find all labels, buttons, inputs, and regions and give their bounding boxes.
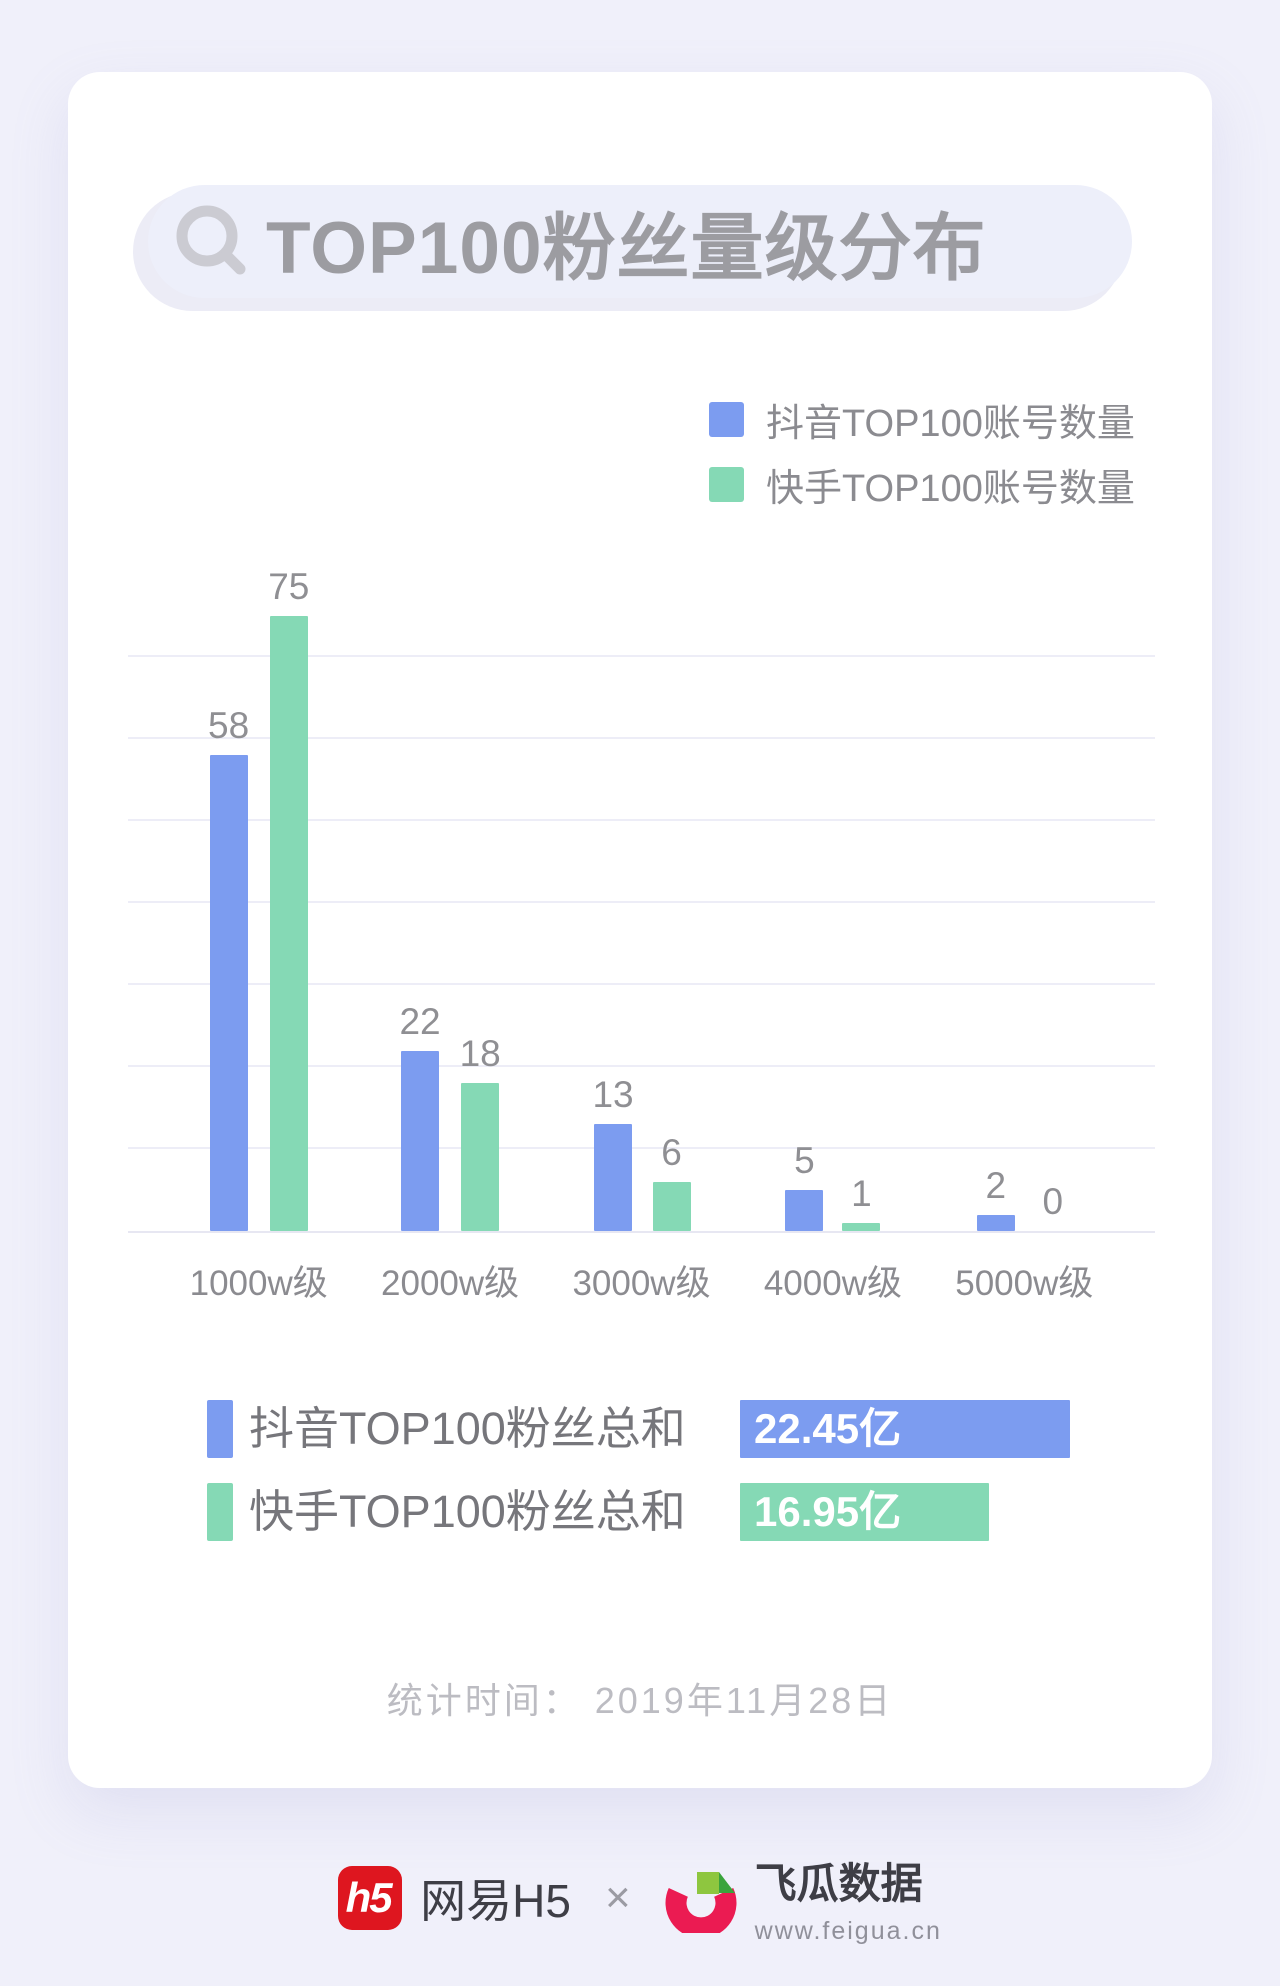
gridline [128, 901, 1155, 903]
bar-value-label: 75 [268, 566, 310, 608]
douyin-total-bar: 22.45亿 [740, 1400, 1070, 1458]
legend-label: 抖音TOP100账号数量 [766, 403, 1135, 445]
feigua-name: 飞瓜数据 [754, 1860, 923, 1907]
netease-h5-name: 网易H5 [420, 1875, 571, 1927]
bar-value-label: 58 [208, 705, 250, 747]
bar [652, 1182, 691, 1231]
category-label: 1000w级 [189, 1264, 328, 1303]
gridline [128, 1147, 1155, 1149]
page-title: TOP100粉丝量级分布 [266, 207, 987, 289]
netease-h5-logo: h5 [338, 1866, 403, 1930]
kuaishou-total-row: 快手TOP100粉丝总和 16.95亿 [68, 1483, 1212, 1541]
bar-value-label: 5 [794, 1140, 815, 1182]
bar [461, 1083, 500, 1231]
category-label: 4000w级 [763, 1264, 902, 1303]
douyin-legend-swatch [709, 402, 744, 437]
search-icon [176, 205, 246, 274]
feigua-logo-icon [665, 1872, 737, 1933]
kuaishou-tick [207, 1483, 233, 1541]
gridline [128, 819, 1155, 821]
feigua-brand-text: 飞瓜数据 www.feigua.cn [755, 1850, 942, 1946]
bar-group: 58 75 [163, 552, 354, 1231]
gridline [128, 1065, 1155, 1067]
gridline [128, 983, 1155, 985]
bar-value-label: 6 [661, 1132, 682, 1174]
bar-value-label: 22 [399, 1001, 441, 1043]
legend-item-douyin: 抖音TOP100账号数量 [709, 402, 1135, 445]
statistics-date: 统计时间： 2019年11月28日 [386, 1680, 894, 1721]
infographic-card: TOP100粉丝量级分布 抖音TOP100账号数量 快手TOP100账号数量 5… [68, 72, 1212, 1788]
gridline [128, 737, 1155, 739]
bar [785, 1190, 824, 1231]
bar-value-label: 18 [459, 1033, 501, 1075]
footer-brand-bar: h5 网易H5 × 飞瓜数据 www.feigua.cn [0, 1850, 1280, 1946]
category-label: 5000w级 [955, 1264, 1094, 1303]
bar [269, 616, 308, 1231]
bar [594, 1124, 633, 1231]
douyin-total-row: 抖音TOP100粉丝总和 22.45亿 [68, 1400, 1212, 1458]
legend-label: 快手TOP100账号数量 [766, 468, 1135, 510]
bar-value-label: 0 [1042, 1181, 1064, 1223]
category-label: 3000w级 [572, 1264, 711, 1303]
gridline [128, 655, 1155, 657]
plot-area: 58 75 22 18 13 6 5 1 2 0 [128, 552, 1155, 1233]
bar [976, 1215, 1015, 1231]
kuaishou-legend-swatch [709, 467, 744, 502]
bar-chart: 58 75 22 18 13 6 5 1 2 0 1000w级 2000w级 3000w级 4000w级… [128, 552, 1155, 1306]
bar-group: 22 18 [354, 552, 545, 1231]
bar-value-label: 13 [592, 1074, 634, 1116]
category-label: 2000w级 [381, 1264, 520, 1303]
fans-total-summary: 抖音TOP100粉丝总和 22.45亿 快手TOP100粉丝总和 16.95亿 [68, 1400, 1212, 1566]
bar-groups: 58 75 22 18 13 6 5 1 2 0 [128, 552, 1155, 1231]
bar-group: 13 6 [546, 552, 737, 1231]
x-separator: × [604, 1873, 631, 1922]
legend-item-kuaishou: 快手TOP100账号数量 [709, 467, 1135, 510]
douyin-total-label: 抖音TOP100粉丝总和 [249, 1403, 686, 1454]
bar-value-label: 1 [851, 1173, 872, 1215]
feigua-url-link[interactable]: www.feigua.cn [754, 1917, 942, 1945]
kuaishou-total-label: 快手TOP100粉丝总和 [249, 1486, 686, 1537]
chart-legend: 抖音TOP100账号数量 快手TOP100账号数量 [709, 402, 1135, 532]
bar [209, 755, 248, 1231]
x-axis-labels: 1000w级 2000w级 3000w级 4000w级 5000w级 [128, 1255, 1155, 1306]
bar [401, 1051, 440, 1231]
bar [842, 1223, 881, 1231]
kuaishou-total-bar: 16.95亿 [740, 1483, 989, 1541]
bar-value-label: 2 [985, 1165, 1007, 1207]
title-search-bar[interactable]: TOP100粉丝量级分布 [148, 185, 1132, 298]
douyin-tick [207, 1400, 233, 1458]
